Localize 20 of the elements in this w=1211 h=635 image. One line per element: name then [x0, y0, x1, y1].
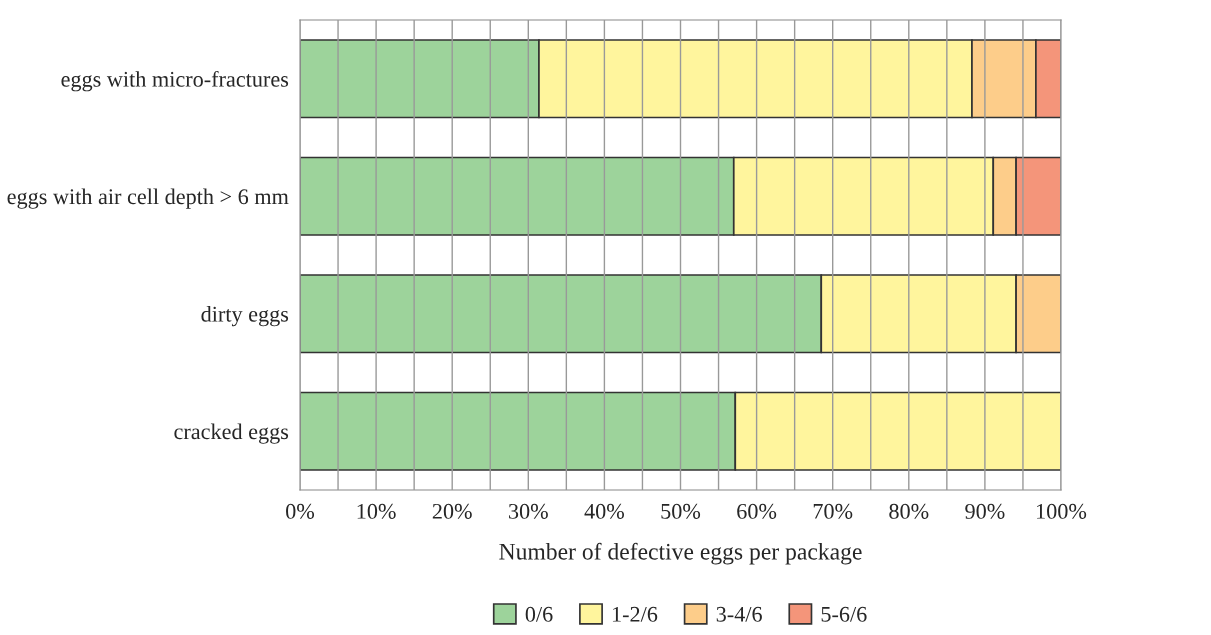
y-tick-label: dirty eggs	[201, 306, 289, 327]
x-tick-label: 10%	[357, 503, 396, 519]
legend-label: 1-2/6	[612, 606, 658, 622]
y-tick-label: cracked eggs	[174, 423, 289, 444]
x-tick-label: 60%	[737, 503, 777, 519]
x-tick-label: 70%	[813, 503, 853, 519]
x-tick-label: 80%	[889, 503, 929, 519]
x-tick-label: 30%	[509, 503, 548, 519]
x-tick-label: 20%	[432, 503, 472, 519]
x-tick-label: 40%	[584, 503, 625, 519]
x-tick-label: 90%	[965, 503, 1005, 519]
x-tick-label: 50%	[661, 503, 701, 519]
y-tick-label: eggs with air cell depth > 6 mm	[7, 188, 289, 209]
x-axis-title: Number of defective eggs per package	[499, 542, 862, 565]
y-tick-label: eggs with micro-fractures	[61, 70, 289, 92]
legend-label: 5-6/6	[821, 606, 867, 622]
legend-label: 3-4/6	[716, 606, 762, 622]
legend-label: 0/6	[525, 606, 553, 622]
x-tick-label: 100%	[1037, 503, 1087, 519]
x-tick-label: 0%	[286, 503, 315, 519]
